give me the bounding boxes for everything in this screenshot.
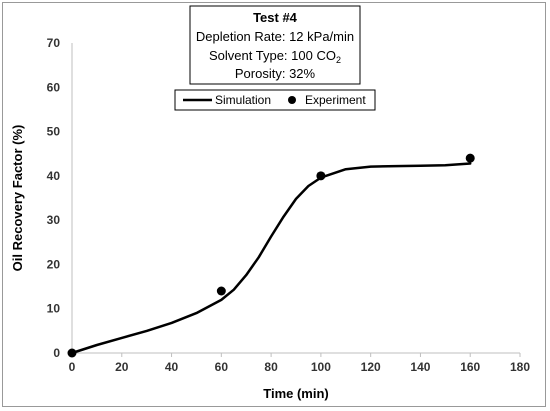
x-ticks: 0 20 40 60 80 100 120 140 160 180	[69, 353, 530, 374]
legend-experiment-label: Experiment	[305, 93, 366, 107]
y-axis-title: Oil Recovery Factor (%)	[10, 125, 25, 272]
info-box-solvent-type: Solvent Type: 100 CO2	[209, 48, 341, 65]
y-tick-label: 50	[47, 125, 61, 139]
info-box-title: Test #4	[253, 10, 298, 25]
y-ticks: 0 10 20 30 40 50 60 70	[47, 36, 61, 360]
legend-simulation-label: Simulation	[215, 93, 271, 107]
x-tick-label: 120	[361, 360, 381, 374]
x-axis-title: Time (min)	[263, 386, 329, 401]
x-tick-label: 20	[115, 360, 129, 374]
y-tick-label: 10	[47, 302, 61, 316]
series-layer	[67, 153, 475, 358]
legend: Simulation Experiment	[174, 89, 376, 111]
axes	[71, 43, 520, 354]
experiment-point	[465, 153, 475, 163]
x-tick-label: 60	[215, 360, 229, 374]
experiment-point	[67, 348, 77, 358]
x-tick-label: 80	[264, 360, 278, 374]
y-tick-label: 70	[47, 36, 61, 50]
y-tick-label: 60	[47, 80, 61, 94]
x-tick-label: 180	[510, 360, 530, 374]
info-box-frame	[189, 5, 361, 85]
info-box-solvent-type-main: Solvent Type: 100 CO	[209, 48, 336, 63]
experiment-point	[216, 286, 226, 296]
legend-experiment-marker	[288, 96, 296, 104]
x-tick-label: 40	[165, 360, 179, 374]
info-box-solvent-type-subscript: 2	[336, 55, 341, 65]
y-tick-label: 40	[47, 169, 61, 183]
experiment-point	[316, 171, 326, 181]
info-box-depletion-rate: Depletion Rate: 12 kPa/min	[196, 29, 354, 44]
info-box-porosity: Porosity: 32%	[235, 66, 316, 81]
y-tick-label: 30	[47, 213, 61, 227]
info-box: Test #4 Depletion Rate: 12 kPa/min Solve…	[189, 5, 361, 85]
x-tick-label: 160	[460, 360, 480, 374]
x-tick-label: 140	[410, 360, 430, 374]
simulation-line	[70, 162, 472, 355]
y-tick-label: 0	[53, 346, 60, 360]
y-tick-label: 20	[47, 257, 61, 271]
x-tick-label: 100	[311, 360, 331, 374]
x-tick-label: 0	[69, 360, 76, 374]
legend-frame	[174, 89, 376, 111]
